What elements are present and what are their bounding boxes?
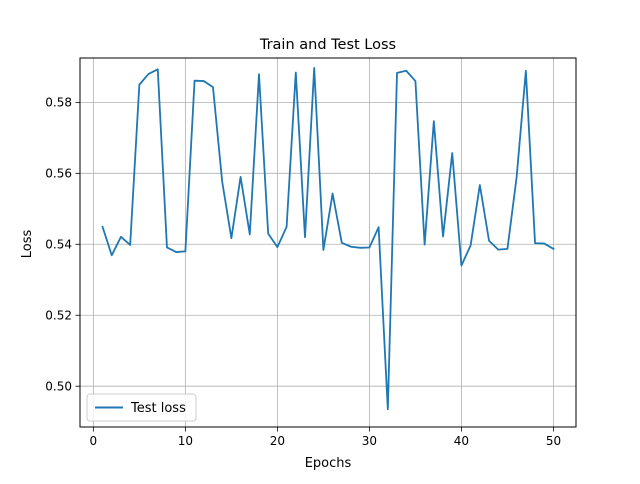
x-tick-label: 50: [546, 434, 561, 448]
x-tick-label: 10: [178, 434, 193, 448]
y-tick-label: 0.52: [45, 309, 72, 323]
plot-area-frame: [79, 57, 577, 428]
legend-label: Test loss: [130, 401, 186, 416]
y-tick-label: 0.56: [45, 167, 72, 181]
y-tick-label: 0.58: [45, 96, 72, 110]
y-tick-label: 0.50: [45, 379, 72, 393]
series-layer: [101, 67, 555, 411]
y-axis-label: Loss: [20, 230, 35, 259]
series-line-test-loss: [101, 67, 555, 411]
legend-box: [86, 393, 197, 422]
y-tick-label: 0.54: [45, 238, 72, 252]
x-tick-label: 40: [454, 434, 469, 448]
legend: Test loss: [86, 393, 197, 422]
axes: 0 10 20 30 40 50 0.50 0.52 0.54 0.56 0.58: [45, 96, 561, 448]
x-tick-label: 30: [362, 434, 377, 448]
chart-title: Train and Test Loss: [259, 37, 396, 53]
x-axis-label: Epochs: [305, 456, 352, 471]
x-tick-label: 0: [90, 434, 98, 448]
x-tick-label: 20: [270, 434, 285, 448]
